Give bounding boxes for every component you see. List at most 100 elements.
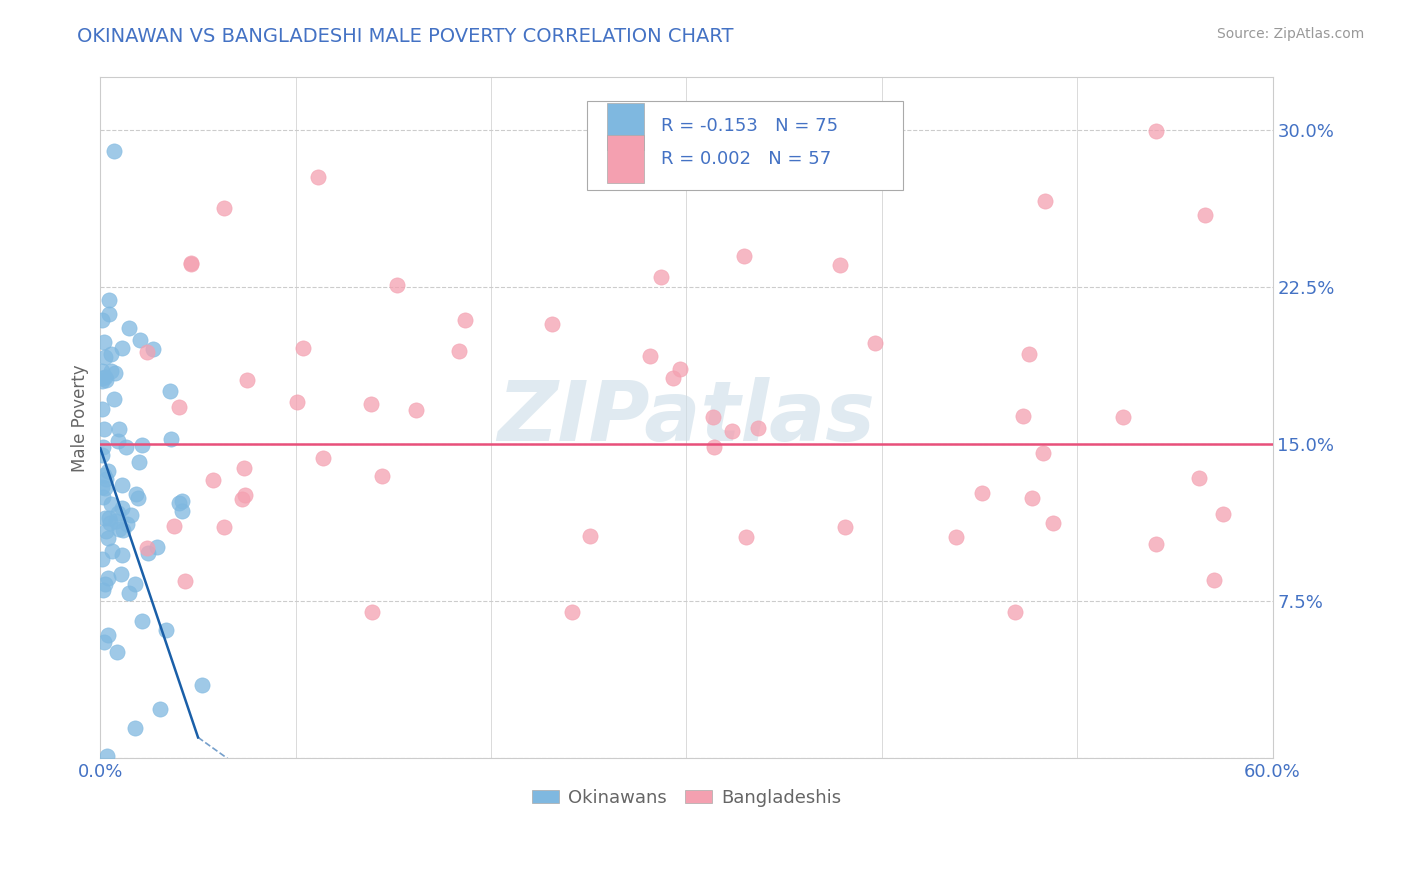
Point [105,514,128,528]
Point [149,702,172,716]
Point [160,432,183,446]
Point [107,522,129,536]
Point [231,492,253,507]
Point [307,169,329,184]
Bar [607,103,644,150]
Point [118,586,141,600]
Point [131,614,153,628]
Point [561,605,583,619]
Point [214,519,236,533]
Point [285,395,308,409]
Point [1004,605,1026,619]
Point [125,487,148,501]
Point [159,384,181,399]
Point [93,490,115,504]
Point [94,350,117,364]
Point [93,334,115,349]
Point [91,374,114,388]
Point [650,269,672,284]
Point [703,441,725,455]
Point [91,371,114,385]
Point [1212,507,1234,521]
Point [172,494,194,508]
Point [93,511,115,525]
Point [828,258,851,272]
Point [100,497,122,511]
Point [638,349,661,363]
Point [169,496,191,510]
Point [1194,208,1216,222]
Point [120,508,142,523]
Point [1042,516,1064,530]
Point [96,749,118,764]
Point [97,628,120,642]
Point [970,486,993,500]
Point [93,422,115,436]
Point [111,478,134,492]
Point [1033,194,1056,208]
Point [107,434,129,448]
Point [1144,124,1167,138]
Point [128,455,150,469]
Point [449,344,471,359]
Text: R = -0.153   N = 75: R = -0.153 N = 75 [661,118,838,136]
Point [111,341,134,355]
Point [94,481,117,495]
Point [118,320,141,334]
Point [98,511,121,525]
Point [103,392,125,406]
Point [93,635,115,649]
Point [292,341,315,355]
Point [1012,409,1035,423]
Point [114,440,136,454]
Point [110,567,132,582]
Point [360,605,382,619]
Point [94,370,117,384]
Point [104,366,127,380]
Point [100,364,122,378]
Point [135,345,157,359]
Y-axis label: Male Poverty: Male Poverty [72,364,89,472]
Point [669,361,692,376]
Text: ZIPatlas: ZIPatlas [498,377,876,458]
Point [174,574,197,589]
Point [131,438,153,452]
Point [97,531,120,545]
Point [101,544,124,558]
Point [124,577,146,591]
Point [108,422,131,436]
Point [91,480,114,494]
Point [103,144,125,158]
Point [100,347,122,361]
Point [662,370,685,384]
Point [117,516,139,531]
Point [733,249,755,263]
Point [191,678,214,692]
Point [94,524,117,538]
Point [541,317,564,331]
Point [97,293,120,307]
Point [863,335,886,350]
Point [1031,446,1053,460]
Point [235,488,257,502]
Point [155,623,177,637]
Point [91,583,114,598]
Point [163,518,186,533]
Point [1111,410,1133,425]
Point [721,424,744,438]
Point [360,397,382,411]
Point [91,401,114,416]
Point [91,552,114,566]
Point [129,333,152,347]
Point [1021,491,1043,505]
Point [1188,471,1211,485]
Point [371,468,394,483]
Point [94,472,117,486]
Point [167,401,190,415]
Point [91,363,114,377]
Text: R = 0.002   N = 57: R = 0.002 N = 57 [661,150,831,169]
Point [172,503,194,517]
Point [127,491,149,506]
Point [945,530,967,544]
Point [312,450,335,465]
